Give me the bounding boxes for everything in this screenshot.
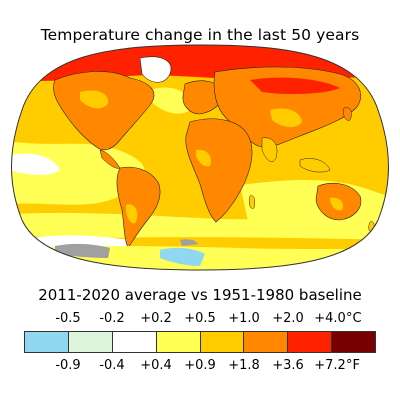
map-title: Temperature change in the last 50 years [40, 26, 360, 44]
ocean-neutral-pacific [11, 153, 60, 175]
australia-interior [330, 197, 344, 211]
india [261, 137, 278, 162]
legend-swatch [25, 332, 69, 352]
legend-fahrenheit-label: +1.8 [228, 358, 260, 373]
legend-celsius-label: +2.0 [272, 311, 304, 326]
legend-fahrenheit-unit: °F [346, 358, 360, 373]
south-america [116, 166, 161, 249]
no-data-patch [180, 239, 198, 246]
west-africa [196, 149, 212, 167]
legend-celsius-label: -0.5 [55, 311, 81, 326]
south-america-south [126, 204, 138, 224]
legend-fahrenheit-label: +3.6 [272, 358, 304, 373]
europe [182, 80, 223, 115]
greenland [139, 56, 172, 83]
ocean-band-southern [11, 212, 389, 240]
legend-celsius-unit: °C [346, 311, 362, 326]
globe-outline [11, 44, 389, 271]
antarctica-cooling [160, 247, 205, 266]
legend-celsius-label: +0.5 [184, 311, 216, 326]
map-subtitle: 2011-2020 average vs 1951-1980 baseline [38, 286, 362, 304]
map-fill [11, 45, 389, 270]
legend-color-bar [24, 331, 376, 353]
legend-fahrenheit-label: +0.4 [140, 358, 172, 373]
madagascar [248, 195, 256, 209]
africa [185, 118, 253, 223]
legend-swatch [156, 332, 201, 352]
no-data-region [55, 243, 110, 258]
legend-fahrenheit-label: -0.9 [55, 358, 81, 373]
legend-fahrenheit-label: -0.4 [99, 358, 125, 373]
legend-swatch [112, 332, 157, 352]
north-america-interior [80, 90, 109, 109]
central-asia [270, 108, 302, 128]
legend-swatch [200, 332, 245, 352]
legend-celsius-label: -0.2 [99, 311, 125, 326]
legend-fahrenheit-label: +0.9 [184, 358, 216, 373]
legend-swatch [244, 332, 289, 352]
japan [343, 107, 352, 121]
legend-celsius-label: +0.2 [140, 311, 172, 326]
legend-swatch [332, 332, 375, 352]
legend-fahrenheit-label: +7.2 [314, 358, 346, 373]
legend-swatch [68, 332, 113, 352]
legend-celsius-label: +4.0 [314, 311, 346, 326]
legend-swatch [288, 332, 333, 352]
ocean-north-atlantic [150, 87, 191, 114]
north-america [53, 71, 155, 151]
southeast-asia [299, 158, 331, 173]
siberia-hotspot [250, 77, 340, 95]
legend-celsius-label: +1.0 [228, 311, 260, 326]
